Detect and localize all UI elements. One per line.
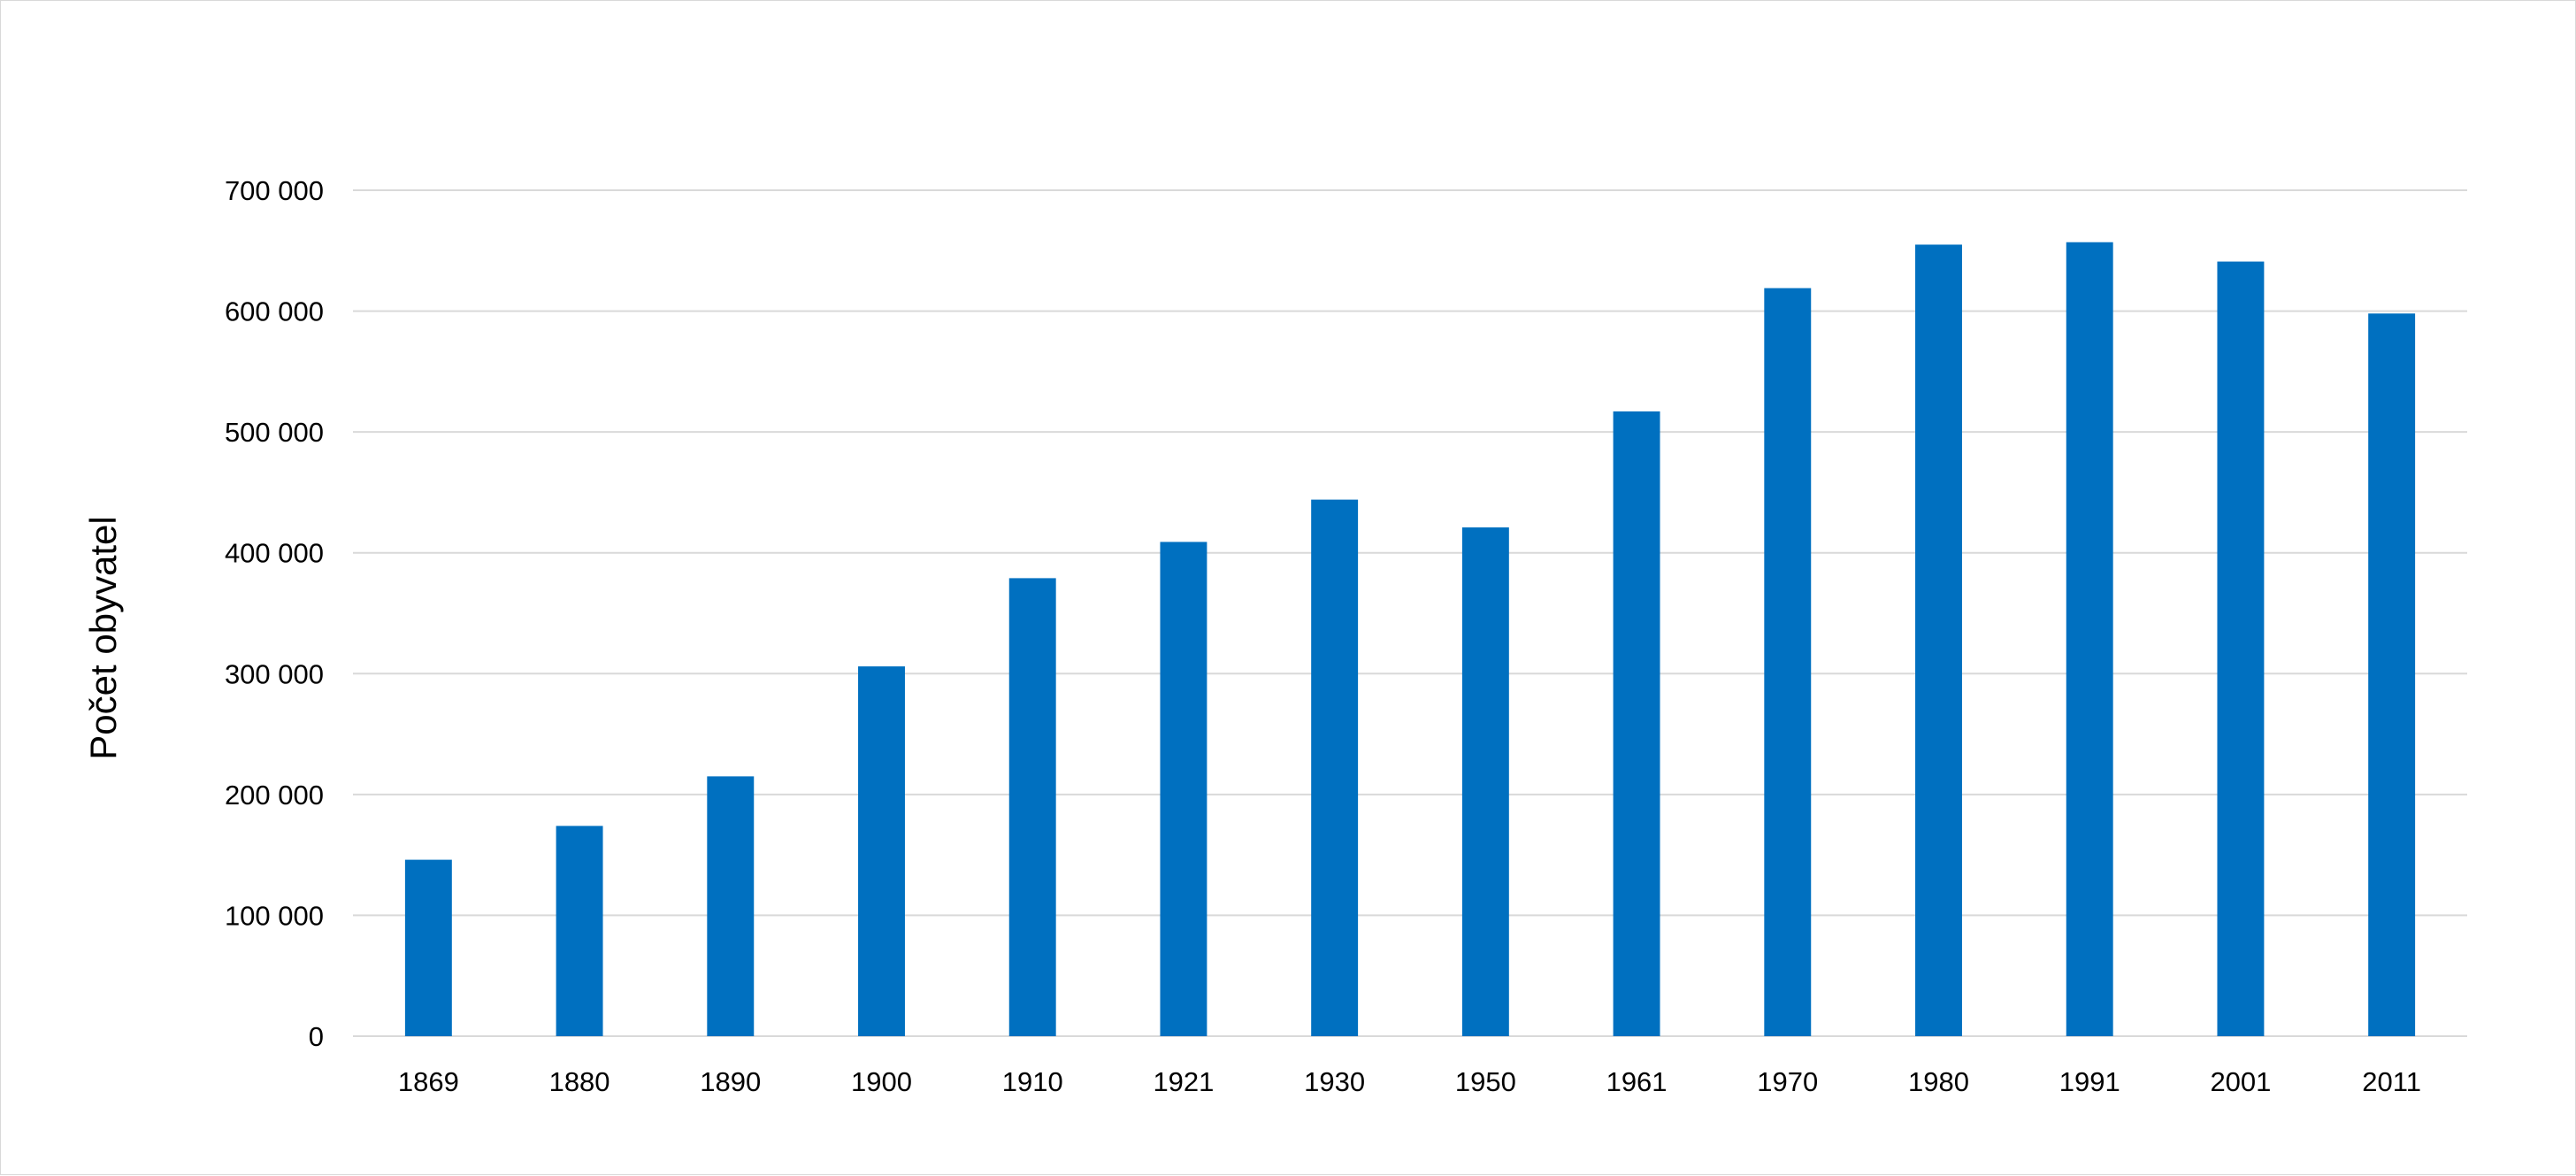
y-tick-label: 600 000 bbox=[225, 296, 324, 327]
x-tick-label: 1900 bbox=[851, 1066, 912, 1097]
x-tick-label: 1921 bbox=[1153, 1066, 1214, 1097]
x-tick-label: 1970 bbox=[1757, 1066, 1818, 1097]
x-tick-label: 1991 bbox=[2059, 1066, 2120, 1097]
y-tick-label: 400 000 bbox=[225, 538, 324, 569]
y-tick-label: 100 000 bbox=[225, 900, 324, 931]
bars bbox=[404, 242, 2416, 1036]
y-tick-labels: 0 100 000 200 000 300 000 400 000 500 000 600 … bbox=[225, 175, 324, 1052]
bar-1961 bbox=[1613, 411, 1660, 1036]
bar-1890 bbox=[707, 776, 755, 1036]
x-tick-labels: 1869 1880 1890 1900 1910 1921 1930 1950 1961 1970… bbox=[398, 1066, 2421, 1097]
y-axis-title: Počet obyvatel bbox=[82, 516, 124, 760]
y-tick-label: 300 000 bbox=[225, 658, 324, 689]
x-tick-label: 1961 bbox=[1606, 1066, 1668, 1097]
x-tick-label: 1980 bbox=[1908, 1066, 1969, 1097]
bar-1930 bbox=[1311, 499, 1359, 1036]
bar-1869 bbox=[404, 859, 452, 1036]
bar-1880 bbox=[556, 826, 603, 1036]
x-tick-label: 1910 bbox=[1002, 1066, 1063, 1097]
x-tick-label: 2001 bbox=[2210, 1066, 2271, 1097]
bar-1910 bbox=[1008, 578, 1056, 1036]
x-tick-label: 1869 bbox=[398, 1066, 459, 1097]
bar-1921 bbox=[1160, 542, 1208, 1036]
x-tick-label: 1950 bbox=[1455, 1066, 1516, 1097]
x-tick-label: 1880 bbox=[549, 1066, 610, 1097]
bar-1980 bbox=[1915, 244, 1962, 1036]
bar-2011 bbox=[2368, 313, 2416, 1036]
bar-1991 bbox=[2066, 242, 2113, 1036]
x-tick-label: 2011 bbox=[2362, 1066, 2421, 1097]
bar-2001 bbox=[2217, 261, 2265, 1036]
y-tick-label: 200 000 bbox=[225, 780, 324, 811]
bar-1950 bbox=[1461, 527, 1509, 1036]
y-tick-label: 500 000 bbox=[225, 417, 324, 448]
bar-1970 bbox=[1764, 288, 1812, 1036]
x-tick-label: 1890 bbox=[700, 1066, 761, 1097]
bar-1900 bbox=[858, 666, 905, 1036]
y-tick-label: 0 bbox=[309, 1021, 324, 1052]
x-tick-label: 1930 bbox=[1304, 1066, 1365, 1097]
y-tick-label: 700 000 bbox=[225, 175, 324, 206]
gridlines bbox=[353, 189, 2467, 1037]
